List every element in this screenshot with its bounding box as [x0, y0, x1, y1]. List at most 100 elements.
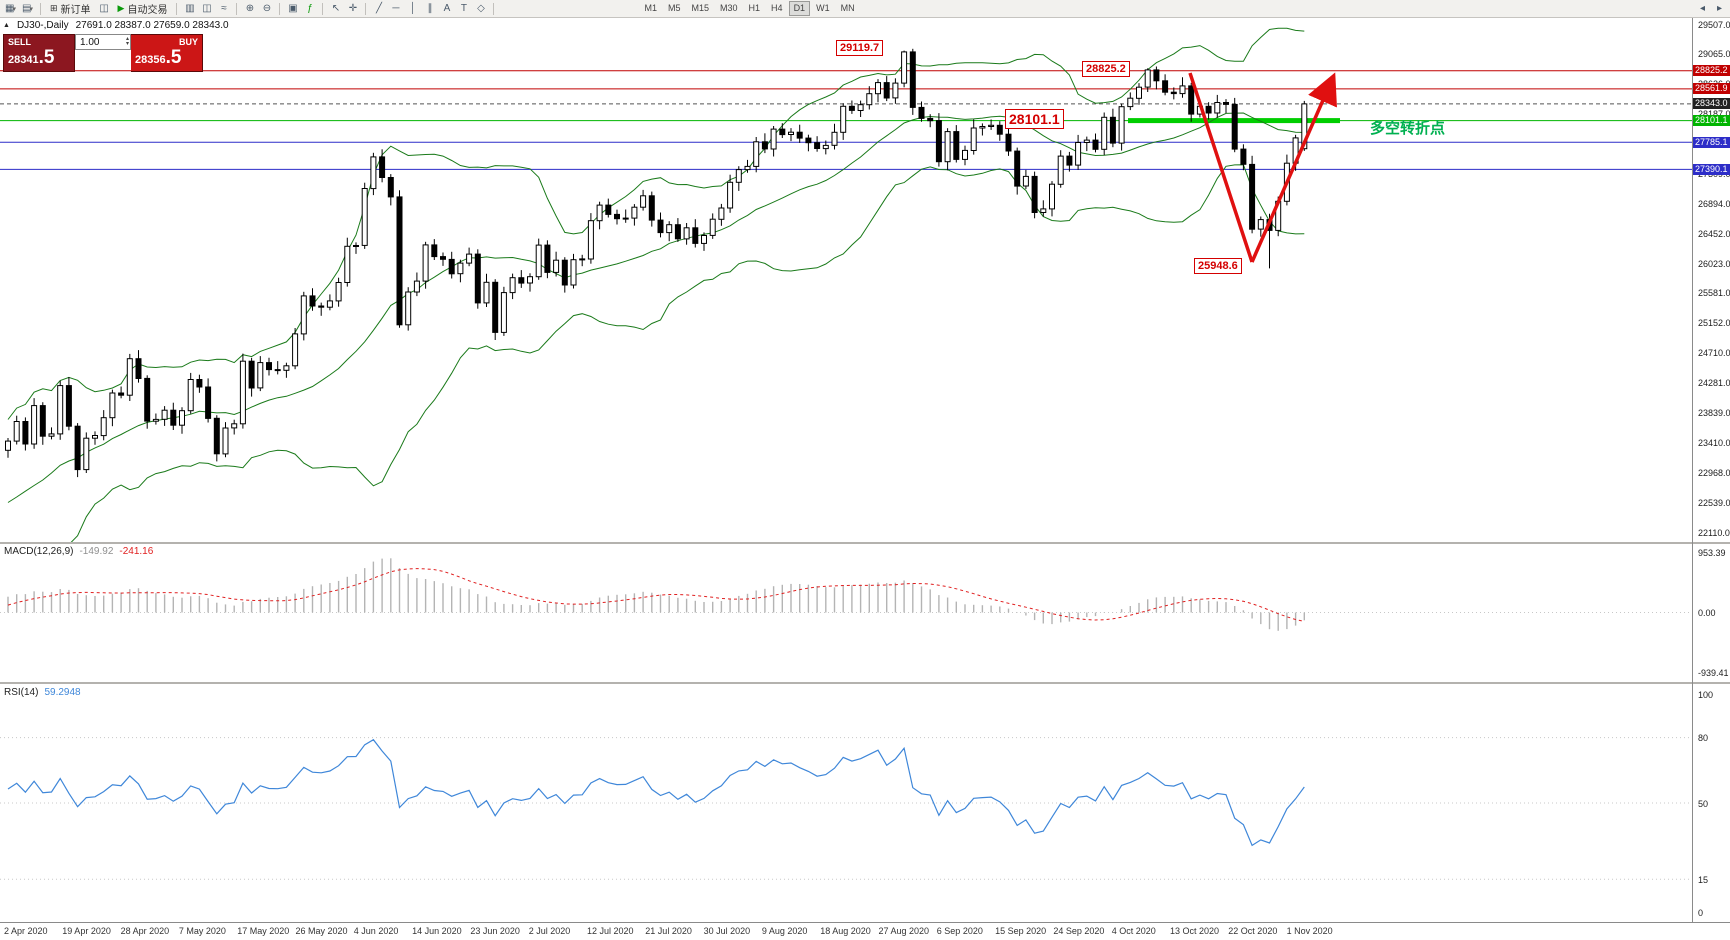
crosshair-icon[interactable]: ✛: [345, 2, 360, 16]
toolbar-scroll-right-icon[interactable]: ▸: [1716, 2, 1723, 14]
spin-up-icon[interactable]: ▴: [125, 36, 129, 42]
price-axis-border: [1692, 18, 1693, 922]
timeframe-h1[interactable]: H1: [748, 3, 761, 13]
timeframe-m1[interactable]: M1: [644, 3, 657, 13]
vertical-line-icon: │: [409, 2, 417, 14]
rsi-panel-svg[interactable]: [0, 684, 1692, 922]
axis-price-tag: 28561.9: [1693, 83, 1730, 95]
buy-price: 28356.5: [135, 47, 182, 68]
panel-separator[interactable]: [0, 682, 1730, 684]
one-click-collapse-icon[interactable]: ▲: [3, 22, 10, 29]
cursor-icon[interactable]: ↖: [328, 2, 343, 16]
bollinger-middle-band: [7, 112, 1305, 503]
zoom-in-icon: ⊕: [245, 2, 255, 14]
date-axis-label: 19 Apr 2020: [62, 926, 111, 936]
channel-icon: ∥: [427, 2, 433, 14]
volume-input[interactable]: 1.00 ▴ ▾: [75, 34, 131, 50]
indicators-icon[interactable]: ƒ: [302, 2, 317, 16]
timeframe-mn[interactable]: MN: [840, 3, 855, 13]
date-axis-label: 12 Jul 2020: [587, 926, 634, 936]
channel-icon[interactable]: ∥: [422, 2, 437, 16]
timeframe-w1[interactable]: W1: [816, 3, 830, 13]
text-tool-icon[interactable]: T: [456, 2, 471, 16]
profiles-icon: ▤: [22, 2, 32, 14]
toolbar-right-icons: ◂ ▸: [1695, 2, 1727, 16]
vertical-line-icon[interactable]: │: [405, 2, 420, 16]
chart-windows-icon[interactable]: ◫: [97, 2, 112, 16]
new-chart-icon[interactable]: ▦▾: [3, 2, 18, 16]
trendline-icon[interactable]: ╱: [371, 2, 386, 16]
date-axis[interactable]: 2 Apr 2020 19 Apr 2020 28 Apr 2020 7 May 20…: [0, 922, 1730, 940]
one-click-trading-panel: SELL 28341.5 1.00 ▴ ▾ BUY 28356.5: [3, 34, 203, 72]
profiles-icon[interactable]: ▤▾: [20, 2, 35, 16]
macd-panel-svg[interactable]: [0, 544, 1692, 682]
zoom-in-icon[interactable]: ⊕: [242, 2, 257, 16]
panel-separator[interactable]: [0, 542, 1730, 544]
date-axis-label: 9 Aug 2020: [761, 926, 808, 936]
new-chart-dropdown-icon[interactable]: ▾: [12, 5, 16, 13]
axis-price-tag: 27785.1: [1693, 136, 1730, 148]
axis-price-tag: 27390.1: [1693, 163, 1730, 175]
date-axis-label: 4 Jun 2020: [353, 926, 399, 936]
price-axis-tick: 25581.0: [1698, 288, 1730, 299]
date-axis-label: 28 Apr 2020: [120, 926, 170, 936]
main-chart-svg[interactable]: [0, 18, 1692, 542]
toolbar-separator: [493, 2, 495, 15]
buy-button[interactable]: BUY 28356.5: [131, 34, 203, 72]
tile-windows-icon[interactable]: ▣: [285, 2, 300, 16]
macd-signal-line: [7, 568, 1305, 622]
indicators-icon: ƒ: [307, 2, 313, 14]
shapes-icon: ◇: [477, 2, 485, 14]
date-axis-label: 13 Oct 2020: [1170, 926, 1220, 936]
spin-down-icon[interactable]: ▾: [125, 41, 129, 47]
horizontal-line-icon[interactable]: ─: [388, 2, 403, 16]
macd-axis-tick: 0.00: [1698, 608, 1716, 618]
timeframe-h4[interactable]: H4: [771, 3, 783, 13]
timeframe-m30[interactable]: M30: [720, 3, 738, 13]
axis-price-tag: 28343.0: [1693, 98, 1730, 110]
price-axis-tick: 27309.0: [1698, 168, 1730, 179]
autotrading-icon: ▶: [117, 3, 125, 13]
horizontal-line-icon: ─: [392, 2, 400, 14]
bar-chart-icon[interactable]: ▥: [182, 2, 197, 16]
price-axis-tick: 29065.0: [1698, 49, 1730, 60]
date-axis-label: 15 Sep 2020: [995, 926, 1047, 936]
date-axis-label: 2 Apr 2020: [4, 926, 48, 936]
rsi-axis-tick: 15: [1698, 874, 1709, 885]
arrow-tool-icon[interactable]: A: [439, 2, 454, 16]
new-order-button[interactable]: ⊞ 新订单: [46, 1, 95, 16]
toolbar-separator: [40, 2, 41, 15]
autotrading-label: 自动交易: [127, 5, 168, 16]
price-axis-tick: 23839.0: [1698, 407, 1730, 418]
candlestick-chart-icon[interactable]: ◫: [199, 2, 214, 16]
price-axis-tick: 22539.0: [1698, 497, 1730, 508]
volume-spinner[interactable]: ▴ ▾: [125, 36, 129, 47]
rsi-axis-tick: 80: [1698, 733, 1709, 744]
bollinger-lower-band: [70, 164, 1305, 542]
autotrading-button[interactable]: ▶ 自动交易: [114, 1, 172, 16]
date-axis-label: 23 Jun 2020: [470, 926, 520, 936]
timeframe-m5[interactable]: M5: [667, 3, 681, 13]
shapes-icon[interactable]: ◇: [473, 2, 488, 16]
price-axis-tick: 24281.0: [1698, 378, 1730, 389]
rsi-axis-tick: 0: [1698, 907, 1704, 918]
date-axis-label: 27 Aug 2020: [878, 926, 930, 936]
line-chart-icon[interactable]: ≈: [216, 2, 231, 16]
volume-column: 1.00 ▴ ▾: [75, 34, 131, 72]
chart-windows-icon: ◫: [99, 2, 109, 14]
toolbar-scroll-left-icon[interactable]: ◂: [1699, 2, 1706, 14]
rsi-axis-tick: 100: [1698, 689, 1714, 700]
price-axis-tick: 22968.0: [1698, 467, 1730, 478]
zoom-out-icon[interactable]: ⊖: [259, 2, 274, 16]
trend-arrow-down: [1188, 72, 1254, 263]
profiles-dropdown-icon[interactable]: ▾: [29, 5, 33, 13]
timeframe-m15[interactable]: M15: [691, 3, 710, 13]
macd-axis-tick: 953.39: [1698, 547, 1726, 558]
date-axis-label: 22 Oct 2020: [1228, 926, 1278, 936]
date-axis-label: 17 May 2020: [237, 926, 290, 936]
chart-ohlc-values: 27691.0 28387.0 27659.0 28343.0: [75, 20, 229, 31]
timeframe-d1[interactable]: D1: [788, 1, 811, 16]
timeframe-group: M1 M5 M15 M30 H1 H4 D1 W1 MN: [639, 1, 859, 16]
sell-button[interactable]: SELL 28341.5: [3, 34, 75, 72]
